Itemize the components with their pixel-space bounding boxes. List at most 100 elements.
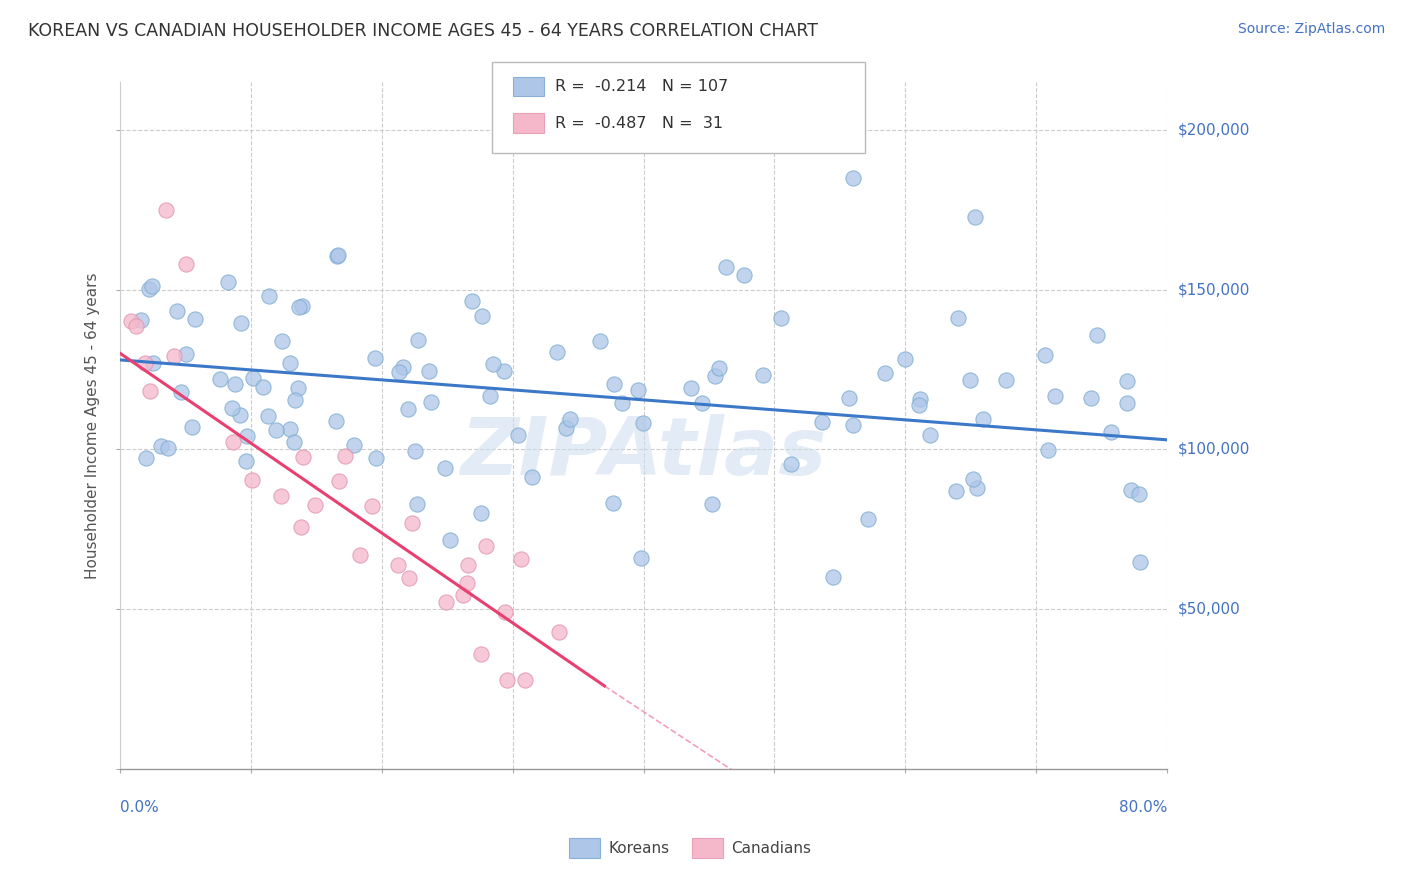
Point: [120, 314, 142, 328]
Text: R =  -0.214   N = 107: R = -0.214 N = 107: [555, 79, 728, 94]
Point: [221, 401, 243, 415]
Point: [546, 345, 568, 359]
Point: [138, 384, 160, 399]
Point: [780, 457, 803, 471]
Point: [208, 372, 231, 386]
Point: [509, 552, 531, 566]
Point: [157, 441, 180, 455]
Point: [388, 366, 411, 380]
Point: [1121, 483, 1143, 497]
Point: [842, 418, 865, 433]
Point: [398, 570, 420, 584]
Point: [700, 497, 723, 511]
Point: [1116, 374, 1139, 388]
Point: [1036, 443, 1059, 458]
Point: [704, 368, 727, 383]
Point: [1043, 389, 1066, 403]
Point: [326, 248, 349, 262]
Point: [290, 520, 312, 534]
Point: [270, 334, 292, 348]
Point: [398, 401, 420, 416]
Point: [405, 497, 427, 511]
Point: [439, 533, 461, 547]
Point: [966, 481, 988, 495]
Text: Source: ZipAtlas.com: Source: ZipAtlas.com: [1237, 22, 1385, 37]
Point: [138, 282, 160, 296]
Point: [770, 311, 793, 326]
Point: [236, 429, 259, 443]
Point: [461, 293, 484, 308]
Point: [235, 454, 257, 468]
Point: [513, 673, 536, 687]
Point: [401, 516, 423, 531]
Text: 0.0%: 0.0%: [121, 799, 159, 814]
Point: [965, 210, 987, 224]
Point: [349, 549, 371, 563]
Point: [907, 398, 929, 412]
Point: [690, 396, 713, 410]
Point: [229, 409, 252, 423]
Point: [222, 434, 245, 449]
Point: [558, 412, 581, 426]
Point: [631, 416, 654, 430]
Text: Canadians: Canadians: [731, 841, 811, 855]
Point: [240, 473, 263, 487]
Point: [418, 364, 440, 378]
Point: [842, 170, 865, 185]
Point: [434, 595, 457, 609]
Point: [838, 391, 860, 405]
Point: [135, 451, 157, 466]
Point: [224, 377, 246, 392]
Point: [1080, 391, 1102, 405]
Text: 80.0%: 80.0%: [1119, 799, 1167, 814]
Point: [278, 356, 301, 370]
Point: [278, 422, 301, 436]
Point: [610, 396, 633, 410]
Point: [627, 383, 650, 397]
Point: [364, 450, 387, 465]
Point: [630, 550, 652, 565]
Point: [360, 499, 382, 513]
Text: $100,000: $100,000: [1178, 442, 1250, 457]
Y-axis label: Householder Income Ages 45 - 64 years: Householder Income Ages 45 - 64 years: [86, 272, 100, 579]
Point: [242, 371, 264, 385]
Point: [125, 319, 148, 334]
Point: [166, 304, 188, 318]
Point: [129, 313, 152, 327]
Point: [181, 420, 204, 434]
Point: [420, 394, 443, 409]
Point: [959, 373, 981, 387]
Point: [470, 647, 492, 661]
Point: [174, 257, 197, 271]
Text: Koreans: Koreans: [609, 841, 669, 855]
Point: [304, 498, 326, 512]
Text: $50,000: $50,000: [1178, 602, 1240, 616]
Point: [170, 385, 193, 400]
Point: [994, 373, 1017, 387]
Point: [948, 310, 970, 325]
Point: [270, 489, 292, 503]
Point: [155, 202, 177, 217]
Point: [603, 376, 626, 391]
Point: [554, 421, 576, 435]
Point: [679, 381, 702, 395]
Text: KOREAN VS CANADIAN HOUSEHOLDER INCOME AGES 45 - 64 YEARS CORRELATION CHART: KOREAN VS CANADIAN HOUSEHOLDER INCOME AG…: [28, 22, 818, 40]
Point: [406, 333, 429, 347]
Point: [256, 409, 278, 423]
Point: [471, 310, 494, 324]
Point: [457, 558, 479, 573]
Point: [252, 380, 274, 394]
Point: [1115, 396, 1137, 410]
Point: [588, 334, 610, 348]
Point: [333, 449, 356, 463]
Point: [856, 512, 879, 526]
Point: [920, 428, 942, 442]
Point: [548, 624, 571, 639]
Point: [284, 393, 307, 408]
Point: [433, 461, 456, 475]
Point: [1085, 328, 1108, 343]
Point: [290, 299, 312, 313]
Point: [492, 364, 515, 378]
Point: [451, 588, 474, 602]
Point: [522, 470, 544, 484]
